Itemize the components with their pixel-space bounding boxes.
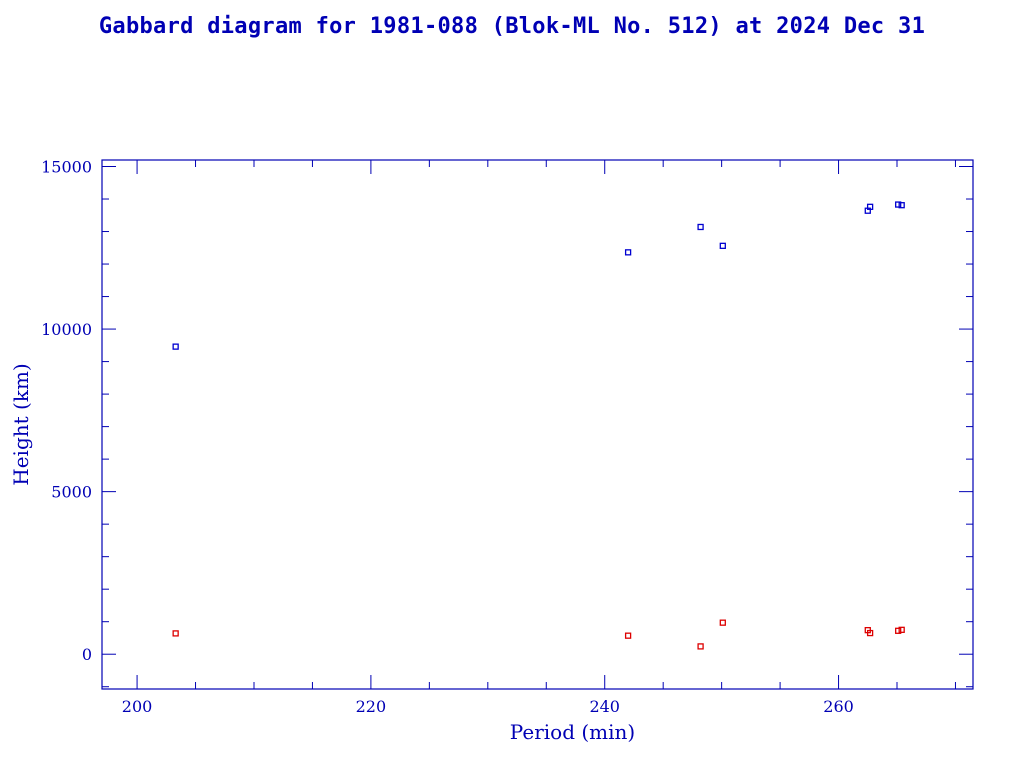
apogee-point	[898, 202, 905, 209]
apogee-point	[719, 242, 726, 249]
major-ticks	[102, 160, 973, 689]
apogee-point	[866, 203, 874, 210]
apogee-point	[624, 249, 632, 256]
tick-labels: 200 220 240 260 0 5000 10000 15000	[41, 158, 854, 716]
y-tick-label: 0	[82, 645, 92, 664]
perigee-point	[624, 632, 632, 639]
x-tick-label: 220	[356, 697, 387, 716]
x-tick-label: 240	[589, 697, 620, 716]
x-tick-label: 260	[823, 697, 854, 716]
perigee-point	[898, 626, 905, 633]
y-axis-label: Height (km)	[9, 363, 33, 485]
minor-ticks	[102, 160, 973, 689]
apogee-point	[697, 223, 704, 231]
apogee-point	[172, 343, 179, 350]
perigee-point	[697, 643, 704, 650]
x-axis-label: Period (min)	[510, 720, 635, 744]
perigee-point	[719, 619, 726, 626]
y-tick-label: 15000	[41, 158, 92, 177]
perigee-point	[866, 629, 874, 637]
apogee-point	[895, 201, 902, 208]
perigee-point	[172, 630, 179, 637]
y-tick-label: 5000	[51, 483, 92, 502]
perigee-point	[895, 627, 902, 634]
chart-title: Gabbard diagram for 1981-088 (Blok-ML No…	[98, 14, 926, 39]
x-tick-label: 200	[122, 697, 153, 716]
data-points	[172, 201, 905, 650]
y-tick-label: 10000	[41, 320, 92, 339]
plot-frame	[101, 159, 974, 690]
